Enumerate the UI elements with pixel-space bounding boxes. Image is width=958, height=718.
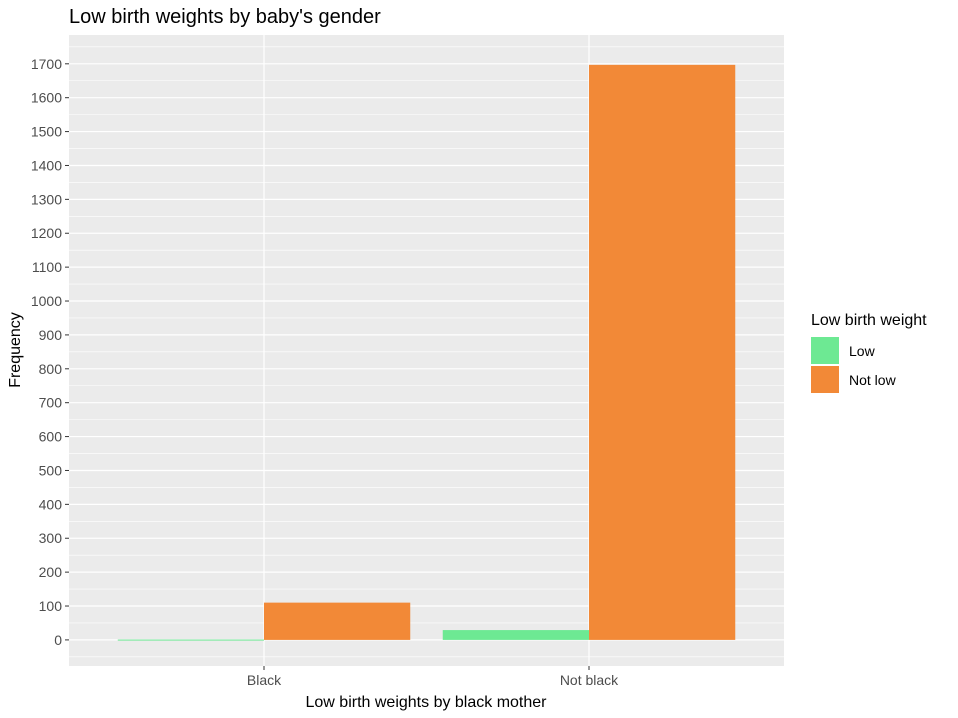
y-tick-label: 1500: [31, 124, 62, 140]
legend-label-low: Low: [849, 343, 876, 359]
legend-label-not-low: Not low: [849, 372, 897, 388]
y-tick-label: 900: [39, 327, 63, 343]
y-tick-label: 1700: [31, 56, 62, 72]
y-tick-label: 1100: [32, 259, 62, 275]
legend-swatch-low: [811, 337, 839, 364]
x-tick-label: Black: [247, 672, 282, 688]
y-tick-label: 1000: [31, 293, 62, 309]
x-axis-title: Low birth weights by black mother: [306, 694, 548, 711]
y-tick-label: 1600: [31, 90, 62, 106]
y-tick-label: 0: [54, 632, 62, 648]
y-tick-label: 500: [39, 462, 63, 478]
y-tick-label: 800: [39, 361, 63, 377]
x-tick-label: Not black: [560, 672, 619, 688]
y-tick-label: 100: [39, 598, 63, 614]
legend-title: Low birth weight: [811, 312, 927, 329]
legend-swatch-not-low: [811, 366, 839, 393]
bars: [117, 64, 736, 641]
y-tick-label: 600: [39, 429, 63, 445]
y-tick-label: 700: [39, 395, 63, 411]
bar-low-black: [117, 639, 264, 641]
y-axis-title: Frequency: [7, 312, 24, 388]
y-tick-label: 300: [39, 530, 63, 546]
legend: Low birth weight Low Not low: [811, 312, 927, 393]
y-tick-label: 1200: [31, 225, 62, 241]
y-tick-label: 1300: [31, 191, 62, 207]
y-tick-label: 1400: [31, 157, 62, 173]
y-axis: 0 100 200 300 400 500 600 700 800 900 1000 1100 1200…: [31, 56, 69, 648]
bar-not-low-black: [264, 602, 411, 640]
x-axis: Black Not black: [247, 666, 619, 688]
y-tick-label: 400: [39, 496, 63, 512]
y-tick-label: 200: [39, 564, 63, 580]
chart-title: Low birth weights by baby's gender: [69, 6, 381, 28]
bar-low-not-black: [442, 630, 589, 640]
bar-not-low-not-black: [589, 64, 736, 640]
